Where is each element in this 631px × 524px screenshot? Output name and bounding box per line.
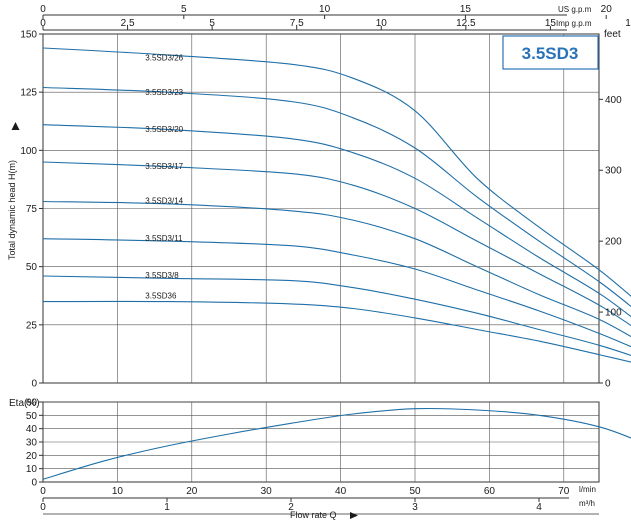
imp-gpm-tick-label: 10 xyxy=(376,18,388,29)
head-curve-label: 3.5SD3/23 xyxy=(145,88,183,97)
head-curve xyxy=(42,300,631,363)
lmin-tick-label: 50 xyxy=(409,486,421,497)
head-curve xyxy=(42,47,631,297)
m3h-unit-label: m³/h xyxy=(579,499,595,508)
head-chart: 3.5SD3/26 3.5SD3/23 3.5SD3/20 3.5SD3/17 3.5S… xyxy=(7,4,631,390)
m3h-tick-label: 2 xyxy=(288,502,294,513)
head-curve xyxy=(42,275,631,356)
imp-gpm-tick-label: 5 xyxy=(209,18,215,29)
lmin-tick-label: 70 xyxy=(558,486,570,497)
efficiency-y-ticks: 0 10 20 30 40 50 60 xyxy=(26,398,43,489)
feet-axis-title: feet xyxy=(604,29,621,40)
efficiency-tick-label: 30 xyxy=(26,438,38,449)
efficiency-tick-label: 0 xyxy=(31,478,37,489)
m3h-tick-label: 0 xyxy=(40,502,46,513)
head-curve-label: 3.5SD3/17 xyxy=(145,162,183,171)
head-chart-grid xyxy=(43,34,599,383)
efficiency-line xyxy=(42,407,631,480)
efficiency-tick-label: 20 xyxy=(26,451,38,462)
us-gpm-tick-label: 20 xyxy=(601,4,613,15)
head-y-ticks: 0 25 50 75 100 125 150 xyxy=(20,30,43,390)
head-tick-label: 25 xyxy=(26,320,38,331)
head-curve-label: 3.5SD3/14 xyxy=(145,197,183,206)
head-curve-label: 3.5SD3/8 xyxy=(145,271,179,280)
efficiency-tick-label: 50 xyxy=(26,411,38,422)
head-curve xyxy=(42,161,631,327)
lmin-unit-label: l/min xyxy=(579,485,596,494)
efficiency-tick-label: 40 xyxy=(26,424,38,435)
head-curves xyxy=(42,47,631,363)
lmin-tick-label: 10 xyxy=(112,486,124,497)
head-axis-arrow-icon xyxy=(11,122,20,130)
head-curve-label: 3.5SD3/20 xyxy=(145,125,183,134)
m3h-tick-label: 1 xyxy=(164,502,170,513)
efficiency-tick-label: 60 xyxy=(26,398,38,409)
imp-gpm-tick-label: 0 xyxy=(40,18,46,29)
head-curve-labels: 3.5SD3/26 3.5SD3/23 3.5SD3/20 3.5SD3/17 3.5S… xyxy=(145,53,183,300)
model-badge: 3.5SD3 xyxy=(502,35,599,70)
feet-tick-label: 200 xyxy=(605,237,622,248)
us-gpm-tick-label: 15 xyxy=(460,4,472,15)
lmin-tick-label: 0 xyxy=(40,486,46,497)
imp-gpm-tick-label: 2.5 xyxy=(121,18,135,29)
head-tick-label: 150 xyxy=(20,30,37,41)
head-curve xyxy=(42,200,631,338)
head-tick-label: 0 xyxy=(31,379,37,390)
head-tick-label: 50 xyxy=(26,262,38,273)
efficiency-tick-label: 10 xyxy=(26,464,38,475)
us-gpm-tick-label: 5 xyxy=(181,4,187,15)
head-axis-title: Total dynamic head H(m) xyxy=(7,160,17,260)
lmin-tick-label: 60 xyxy=(484,486,496,497)
lmin-tick-label: 20 xyxy=(186,486,198,497)
flow-rate-arrow-icon xyxy=(350,512,358,519)
m3h-tick-label: 4 xyxy=(536,502,542,513)
top-gpm-axes: 0 5 10 15 20 US g.p.m 0 2.5 5 7.5 10 12.5 15 17.5 Imp … xyxy=(40,4,631,31)
head-curve xyxy=(42,124,631,318)
feet-y-ticks: 0 100 200 300 400 xyxy=(599,95,622,390)
head-curve xyxy=(42,86,631,308)
head-curve-label: 3.5SD3/26 xyxy=(145,53,183,62)
m3h-tick-label: 3 xyxy=(412,502,418,513)
efficiency-curve xyxy=(42,407,631,480)
feet-tick-label: 100 xyxy=(605,308,622,319)
efficiency-chart-grid xyxy=(43,401,599,482)
imp-gpm-tick-label: 12.5 xyxy=(456,18,476,29)
efficiency-axis-title: Eta(%) xyxy=(9,398,40,409)
bottom-flow-axes: 01020304050607080012345 xyxy=(40,486,599,515)
flow-rate-axis-title: Flow rate Q xyxy=(290,510,337,520)
imp-gpm-axis-label: Imp g.p.m xyxy=(556,19,592,28)
head-tick-label: 75 xyxy=(26,204,38,215)
feet-tick-label: 400 xyxy=(605,95,622,106)
head-tick-label: 100 xyxy=(20,146,37,157)
lmin-tick-label: 30 xyxy=(261,486,273,497)
feet-tick-label: 300 xyxy=(605,166,622,177)
imp-gpm-tick-label: 17.5 xyxy=(625,18,631,29)
us-gpm-tick-label: 0 xyxy=(40,4,46,15)
model-badge-frame xyxy=(502,35,599,70)
head-curve-label: 3.5SD3/11 xyxy=(145,234,183,243)
head-curve-label: 3.5SD36 xyxy=(145,292,177,301)
us-gpm-tick-label: 10 xyxy=(319,4,331,15)
imp-gpm-tick-label: 15 xyxy=(545,18,557,29)
imp-gpm-tick-label: 7.5 xyxy=(290,18,304,29)
lmin-tick-label: 40 xyxy=(335,486,347,497)
model-badge-text: 3.5SD3 xyxy=(522,44,579,63)
head-tick-label: 125 xyxy=(20,88,37,99)
us-gpm-axis-label: US g.p.m xyxy=(558,5,592,14)
feet-tick-label: 0 xyxy=(605,379,611,390)
head-curve xyxy=(42,238,631,348)
